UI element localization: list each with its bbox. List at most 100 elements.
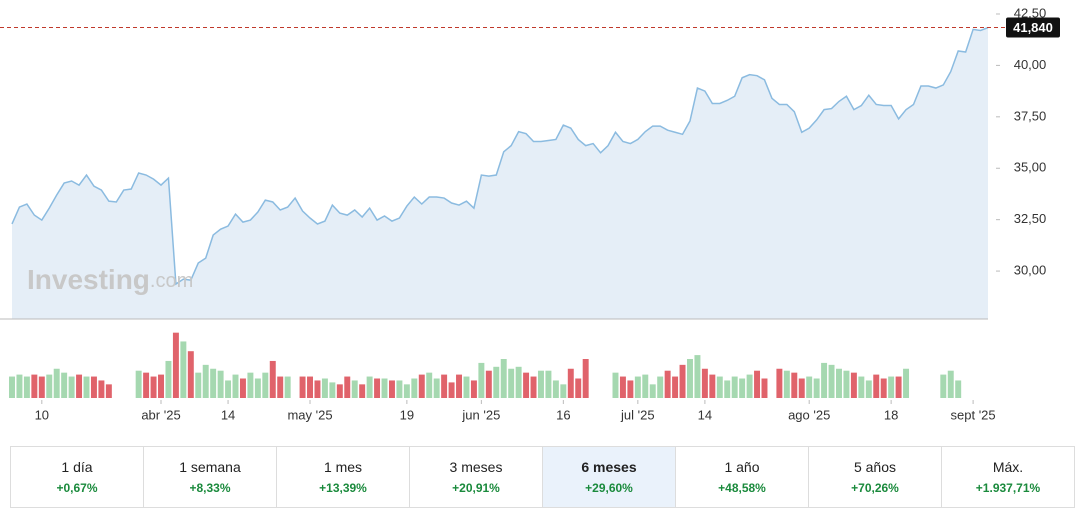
volume-bar bbox=[433, 378, 440, 398]
volume-bar bbox=[150, 376, 157, 398]
x-tick-label: 14 bbox=[221, 407, 235, 422]
period-label: 1 año bbox=[724, 459, 760, 475]
volume-bar bbox=[366, 376, 373, 398]
period-label: 1 día bbox=[61, 459, 93, 475]
period-change: +70,26% bbox=[851, 481, 899, 495]
volume-bar bbox=[143, 372, 150, 398]
x-tick-label: 16 bbox=[556, 407, 570, 422]
volume-bar bbox=[403, 384, 410, 398]
volume-bar bbox=[537, 370, 544, 398]
volume-bar bbox=[828, 364, 835, 398]
volume-bar bbox=[798, 378, 805, 398]
volume-bar bbox=[269, 360, 276, 398]
volume-bar bbox=[806, 376, 813, 398]
volume-bar bbox=[739, 378, 746, 398]
period-change: +20,91% bbox=[452, 481, 500, 495]
volume-bar bbox=[388, 380, 395, 398]
volume-bar bbox=[709, 374, 716, 398]
volume-bar bbox=[776, 368, 783, 398]
y-tick-label: 30,00 bbox=[1014, 263, 1047, 278]
y-tick-label: 32,50 bbox=[1014, 211, 1047, 226]
period-button[interactable]: 1 mes +13,39% bbox=[277, 447, 410, 507]
volume-bar bbox=[187, 351, 194, 398]
volume-bar bbox=[381, 378, 388, 398]
period-button[interactable]: 1 año +48,58% bbox=[676, 447, 809, 507]
volume-bar bbox=[359, 384, 366, 398]
volume-bar bbox=[247, 372, 254, 398]
volume-bar bbox=[180, 341, 187, 398]
volume-bar bbox=[552, 380, 559, 398]
volume-bar bbox=[23, 376, 30, 398]
volume-bar bbox=[336, 384, 343, 398]
x-tick-label: 19 bbox=[400, 407, 414, 422]
period-label: Máx. bbox=[992, 459, 1024, 475]
volume-bar bbox=[858, 376, 865, 398]
volume-bar bbox=[895, 376, 902, 398]
volume-bar bbox=[232, 374, 239, 398]
volume-bar bbox=[694, 355, 701, 398]
last-price-tag bbox=[1006, 17, 1060, 38]
period-label: 1 mes bbox=[323, 459, 363, 475]
x-tick-label: 18 bbox=[884, 407, 898, 422]
volume-bar bbox=[724, 380, 731, 398]
volume-bar bbox=[880, 378, 887, 398]
period-button[interactable]: 5 años +70,26% bbox=[809, 447, 942, 507]
period-button[interactable]: 6 meses +29,60% bbox=[543, 447, 676, 507]
volume-bar bbox=[105, 384, 112, 398]
period-label: 3 meses bbox=[449, 459, 503, 475]
price-area bbox=[12, 27, 988, 320]
volume-bar bbox=[612, 372, 619, 398]
volume-bar bbox=[746, 374, 753, 398]
volume-bar bbox=[470, 380, 477, 398]
volume-bar bbox=[329, 382, 336, 398]
volume-bar bbox=[9, 376, 15, 398]
chart: Investing.com 30,00 32,50 35,00 37,50 40,00 42… bbox=[0, 5, 1060, 422]
watermark: Investing.com bbox=[27, 264, 193, 295]
volume-bar bbox=[754, 370, 761, 398]
volume-bar bbox=[351, 380, 358, 398]
period-button[interactable]: 3 meses +20,91% bbox=[410, 447, 543, 507]
period-button[interactable]: 1 semana +8,33% bbox=[144, 447, 277, 507]
last-price-label: 41,840 bbox=[1013, 20, 1053, 35]
volume-bar bbox=[277, 376, 284, 398]
volume-bar bbox=[314, 380, 321, 398]
period-label: 6 meses bbox=[581, 459, 637, 475]
period-change: +13,39% bbox=[319, 481, 367, 495]
volume-bar bbox=[530, 376, 537, 398]
volume-bar bbox=[701, 368, 708, 398]
volume-bar bbox=[307, 376, 313, 398]
watermark-suffix: .com bbox=[150, 270, 193, 292]
y-tick-label: 35,00 bbox=[1014, 160, 1047, 175]
watermark-brand: Investing bbox=[27, 264, 150, 295]
volume-bar bbox=[567, 368, 574, 398]
volume-bar bbox=[299, 376, 306, 398]
period-button[interactable]: 1 día +0,67% bbox=[11, 447, 144, 507]
volume-bar bbox=[672, 376, 679, 398]
volume-bar bbox=[873, 374, 880, 398]
volume-bar bbox=[172, 332, 179, 398]
volume-bar bbox=[396, 380, 403, 398]
period-label: 1 semana bbox=[179, 459, 241, 475]
volume-bar bbox=[262, 372, 269, 398]
volume-bar bbox=[903, 368, 910, 398]
volume-bar bbox=[90, 376, 97, 398]
volume-bar bbox=[225, 380, 232, 398]
volume-bar bbox=[68, 376, 75, 398]
period-button[interactable]: Máx. +1.937,71% bbox=[942, 447, 1074, 507]
period-selector: 1 día +0,67% 1 semana +8,33% 1 mes +13,39% 3 m… bbox=[10, 446, 1075, 508]
period-change: +0,67% bbox=[56, 481, 98, 495]
volume-bar bbox=[545, 370, 552, 398]
volume-bar bbox=[865, 380, 872, 398]
volume-bar bbox=[791, 372, 798, 398]
volume-bar bbox=[53, 368, 60, 398]
volume-bar bbox=[16, 374, 23, 398]
volume-bar bbox=[210, 368, 217, 398]
volume-bar bbox=[493, 366, 500, 398]
volume-bar bbox=[657, 376, 664, 398]
volume-bar bbox=[456, 374, 463, 398]
price-line bbox=[11, 26, 989, 286]
volume-bar bbox=[448, 382, 455, 398]
volume-bar bbox=[418, 374, 425, 398]
y-tick-label: 42,50 bbox=[1014, 5, 1047, 20]
volume-bar bbox=[761, 378, 768, 398]
